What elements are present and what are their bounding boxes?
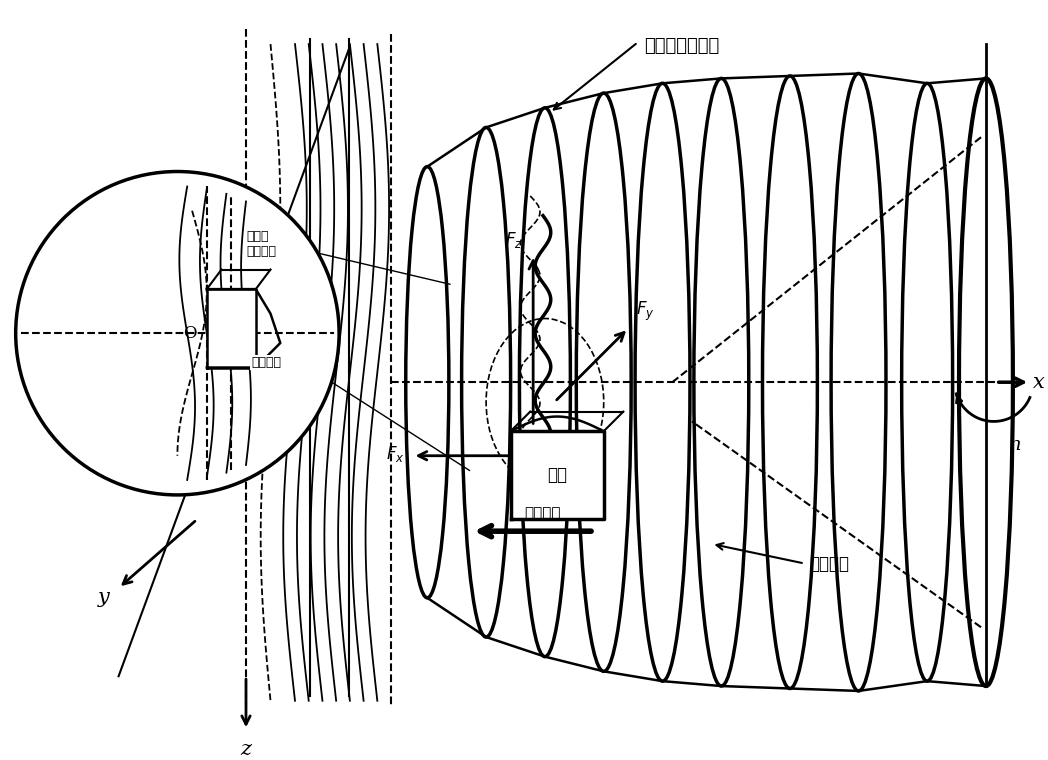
Text: 加工表面: 加工表面: [809, 555, 850, 572]
Text: $F_z$: $F_z$: [505, 230, 523, 250]
Text: 上一刀
加工表面: 上一刀 加工表面: [246, 230, 276, 258]
Text: 上一刀加工表面: 上一刀加工表面: [645, 37, 720, 55]
Text: y: y: [99, 588, 110, 607]
Text: n: n: [1009, 436, 1022, 454]
Text: 车刀: 车刀: [547, 467, 567, 484]
Text: $F_y$: $F_y$: [636, 300, 655, 324]
Text: 加工表面: 加工表面: [250, 356, 281, 369]
Polygon shape: [206, 289, 256, 368]
Circle shape: [16, 172, 340, 495]
Text: x: x: [1033, 372, 1045, 391]
Text: 进给方向: 进给方向: [524, 506, 561, 521]
Text: z: z: [240, 740, 252, 759]
Polygon shape: [510, 431, 604, 519]
Text: O: O: [183, 325, 197, 343]
Text: $F_x$: $F_x$: [387, 444, 405, 464]
